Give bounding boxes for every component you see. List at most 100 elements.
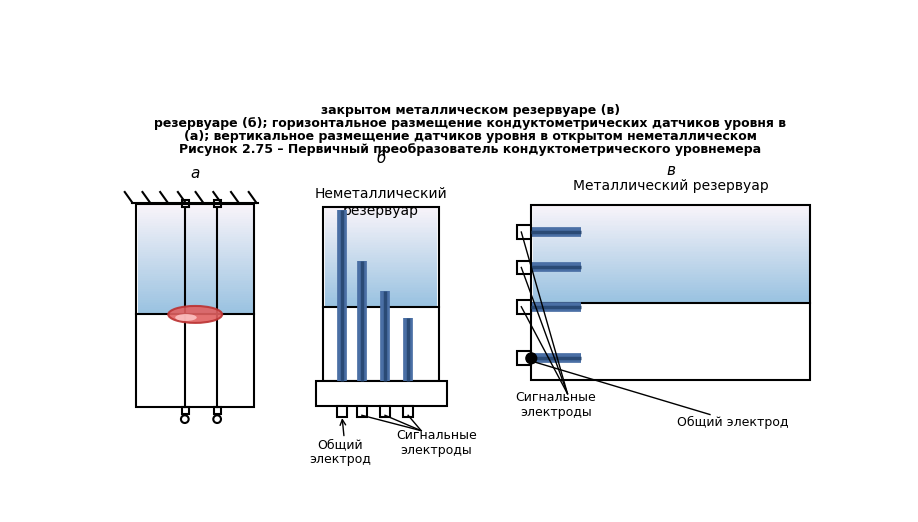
Bar <box>532 219 809 221</box>
Bar <box>138 230 252 232</box>
Bar <box>138 277 252 280</box>
Bar <box>138 287 252 289</box>
Bar <box>532 277 809 278</box>
Bar <box>532 298 809 300</box>
Bar <box>138 303 252 305</box>
Bar <box>325 256 437 258</box>
Bar <box>325 271 437 274</box>
Text: Сигнальные
электроды: Сигнальные электроды <box>516 390 597 419</box>
Bar <box>532 294 809 296</box>
Bar <box>325 258 437 260</box>
Bar <box>138 270 252 272</box>
Bar <box>532 265 809 267</box>
Bar <box>325 294 437 296</box>
Bar <box>532 232 809 234</box>
Bar <box>532 252 809 254</box>
Bar <box>325 290 437 292</box>
Bar <box>532 273 809 275</box>
Bar <box>325 241 437 243</box>
Bar <box>532 248 809 251</box>
Bar <box>325 253 437 255</box>
Bar <box>138 231 252 234</box>
Bar <box>325 209 437 211</box>
Bar <box>325 234 437 236</box>
Bar <box>532 299 809 301</box>
Bar <box>325 275 437 277</box>
Bar <box>138 220 252 223</box>
Ellipse shape <box>175 314 196 321</box>
Bar <box>214 200 221 207</box>
Bar <box>325 240 437 242</box>
Bar <box>325 238 437 240</box>
Bar <box>532 228 809 230</box>
Bar <box>138 254 252 256</box>
Text: Металлический резервуар: Металлический резервуар <box>573 179 768 193</box>
Bar <box>325 281 437 283</box>
Bar <box>138 309 252 311</box>
Bar <box>532 301 809 303</box>
Bar <box>325 268 437 270</box>
Bar <box>532 247 809 249</box>
Bar <box>138 226 252 228</box>
Bar <box>316 382 446 406</box>
Bar <box>138 294 252 296</box>
Bar <box>138 239 252 241</box>
Text: в: в <box>666 163 675 178</box>
Bar <box>532 278 809 280</box>
Bar <box>337 406 347 417</box>
Bar <box>325 216 437 218</box>
Bar <box>138 312 252 314</box>
Bar <box>532 239 809 241</box>
Bar <box>518 351 532 365</box>
Bar <box>532 270 809 272</box>
Bar <box>138 228 252 230</box>
Bar <box>138 284 252 287</box>
Bar <box>532 210 809 211</box>
Ellipse shape <box>168 306 222 323</box>
Bar <box>532 255 809 257</box>
Bar <box>138 224 252 227</box>
Bar <box>138 252 252 254</box>
Bar <box>182 200 189 207</box>
Bar <box>325 211 437 213</box>
Bar <box>325 291 437 293</box>
Bar <box>138 266 252 268</box>
Bar <box>138 261 252 263</box>
Bar <box>325 287 437 288</box>
Bar <box>532 211 809 213</box>
Bar <box>138 279 252 281</box>
Bar <box>138 259 252 261</box>
Bar <box>138 255 252 257</box>
Bar <box>325 307 437 382</box>
Bar <box>325 301 437 303</box>
Bar <box>138 295 252 298</box>
Bar <box>138 237 252 239</box>
Bar <box>325 283 437 285</box>
Bar <box>138 209 252 211</box>
Bar <box>138 311 252 313</box>
Bar <box>325 303 437 305</box>
Bar <box>214 407 221 414</box>
Text: Общий
электрод: Общий электрод <box>309 438 371 466</box>
Bar <box>357 406 367 417</box>
Bar <box>532 242 809 244</box>
Bar <box>532 205 810 380</box>
Bar <box>532 275 809 277</box>
Bar <box>532 213 809 215</box>
Bar <box>325 280 437 282</box>
Circle shape <box>526 353 537 364</box>
Bar <box>138 268 252 270</box>
Bar <box>532 254 809 256</box>
Bar <box>532 291 809 293</box>
Bar <box>532 205 809 207</box>
Bar <box>532 234 809 236</box>
Bar <box>138 307 252 309</box>
Bar <box>518 300 532 314</box>
Bar <box>532 267 809 269</box>
Bar <box>325 278 437 280</box>
Bar <box>138 233 252 235</box>
Bar <box>532 229 809 231</box>
Bar <box>325 300 437 302</box>
Bar <box>138 211 252 213</box>
Bar <box>532 293 809 295</box>
